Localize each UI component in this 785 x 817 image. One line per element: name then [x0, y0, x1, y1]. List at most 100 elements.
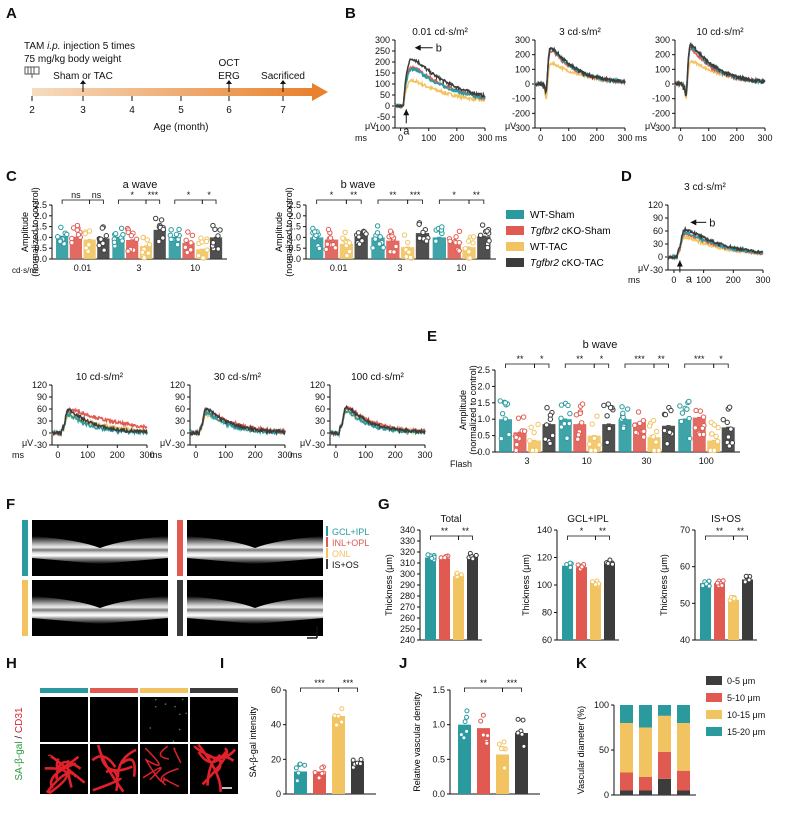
data-point [363, 231, 369, 237]
data-point [464, 728, 470, 734]
data-point [458, 572, 464, 578]
y-tick-label: 2.5 [477, 365, 490, 375]
uv-unit-label: μV [638, 263, 649, 273]
data-point [711, 447, 718, 454]
data-point [606, 425, 612, 432]
b-wave-title: b wave [341, 179, 376, 191]
data-point [547, 440, 553, 447]
y-tick-label: 340 [400, 525, 415, 535]
y-tick-label: 120 [648, 200, 663, 210]
data-point [358, 757, 364, 763]
x-tick-label: 100 [80, 450, 95, 460]
stacked-bar-segment [658, 705, 671, 716]
data-point [458, 732, 464, 738]
stacked-bar-segment [658, 715, 671, 752]
y-tick-label: 0 [604, 790, 609, 800]
ms-unit-label: ms [635, 133, 647, 143]
y-tick-label: 90 [37, 392, 47, 402]
oct-retina-layers [32, 536, 168, 564]
data-point [565, 402, 571, 409]
y-tick-label: 0.5 [477, 431, 490, 441]
data-point [743, 573, 749, 579]
y-tick-label: 0 [180, 428, 185, 438]
sig-label: ** [462, 526, 470, 536]
y-axis-title: Amplitude [20, 212, 30, 252]
data-point [168, 236, 174, 243]
data-point [632, 422, 638, 428]
data-point [462, 719, 468, 725]
sig-label: * [452, 190, 456, 200]
legend-label: Tgfbr2 cKO-TAC [530, 258, 604, 269]
y-tick-label: 300 [400, 569, 415, 579]
sig-bracket [595, 535, 610, 540]
panel-label-i: I [220, 655, 224, 672]
data-point [641, 428, 647, 435]
age-axis-label: Age (month) [153, 122, 208, 133]
data-point [199, 239, 205, 245]
panel-i-bar-chart: 0 20 40 60 SA-β-gal intensity *** *** [248, 678, 376, 799]
layer-marker [326, 548, 328, 558]
sig-bracket [534, 363, 550, 368]
erg-trace-line [394, 58, 486, 109]
group-label: 3 [136, 263, 141, 273]
legend-label: Tgfbr2 cKO-Sham [530, 226, 611, 237]
data-point [340, 235, 346, 241]
x-tick-label: 300 [757, 133, 772, 143]
data-point [140, 234, 146, 241]
data-point [713, 433, 719, 440]
data-point [158, 217, 165, 223]
data-point [294, 778, 300, 784]
y-tick-label: 60 [680, 562, 690, 572]
data-point [513, 434, 519, 441]
y-tick-label: 100 [375, 79, 390, 89]
panel-label-j: J [399, 655, 407, 672]
legend-italic: Tgfbr2 [530, 258, 559, 269]
y-axis-title: Thickness (μm) [659, 554, 669, 616]
data-point [484, 244, 491, 251]
x-tick-label: 0 [671, 275, 676, 285]
panel-label-h: H [6, 655, 17, 672]
data-point [498, 746, 504, 752]
data-point [82, 230, 88, 237]
panel-label-g: G [378, 496, 390, 513]
data-point [425, 552, 431, 558]
sig-label: *** [634, 354, 645, 364]
y-axis-title: (normalized to control) [468, 365, 478, 455]
data-point [182, 244, 189, 251]
data-point [650, 434, 657, 440]
data-point [297, 761, 303, 767]
y-tick-label: -30 [312, 440, 325, 450]
data-point [447, 238, 453, 244]
data-point [439, 224, 445, 230]
y-tick-label: 1.5 [432, 685, 445, 695]
layer-label: GCL+IPL [332, 527, 369, 537]
data-point [210, 222, 216, 229]
data-point [573, 412, 580, 418]
data-point [376, 241, 383, 247]
data-point [558, 424, 565, 430]
stacked-bar-segment [620, 723, 633, 773]
data-point [160, 226, 166, 233]
sig-bracket [316, 199, 347, 204]
group-legend: WT-Sham Tgfbr2 cKO-Sham WT-TAC Tgfbr2 cKO-T… [506, 210, 611, 269]
data-point [393, 243, 399, 250]
y-tick-label: -300 [512, 123, 530, 133]
data-point [692, 425, 699, 431]
layer-label: INL+OPL [332, 538, 369, 548]
data-point [720, 416, 726, 423]
y-axis-title: Vascular diameter (%) [576, 706, 586, 794]
sa-gal-signal [154, 698, 157, 701]
bar [467, 556, 478, 640]
data-point [653, 428, 660, 435]
y-tick-label: 300 [375, 35, 390, 45]
bar [153, 229, 166, 259]
trace-title: 100 cd·s/m² [351, 372, 404, 383]
sa-gal-signal [178, 728, 181, 731]
bar [294, 771, 307, 794]
sig-bracket [300, 687, 339, 692]
data-point [141, 254, 147, 261]
data-point [527, 438, 533, 444]
data-point [484, 228, 490, 234]
uv-unit-label: μV [300, 438, 311, 448]
